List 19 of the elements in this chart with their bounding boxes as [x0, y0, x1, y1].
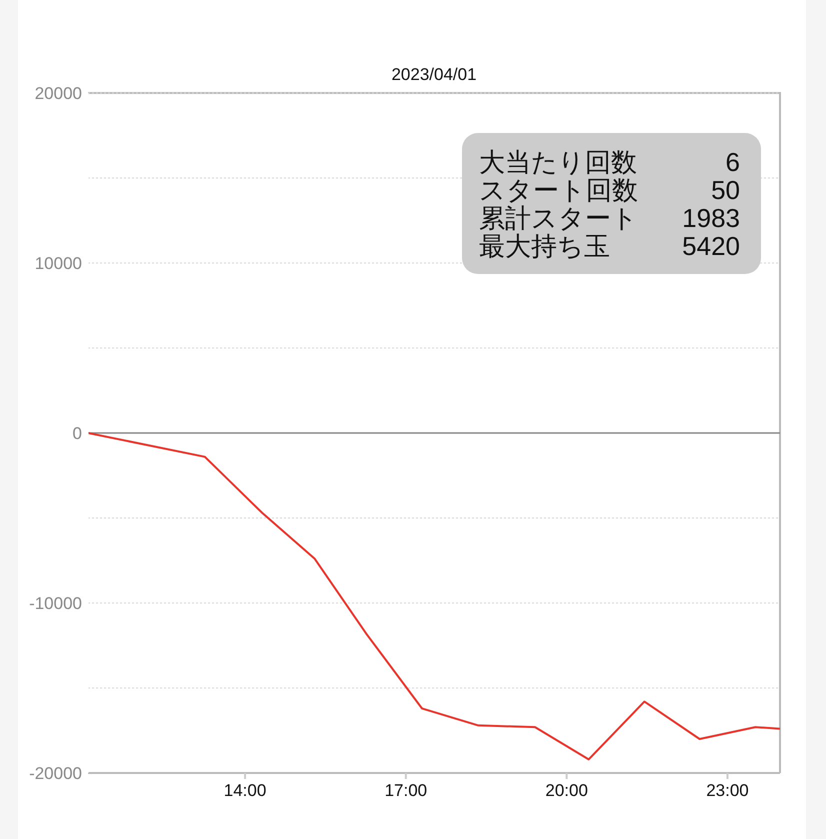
y-tick-label: -20000 [29, 764, 82, 784]
annotation: 5420 [681, 230, 740, 260]
annotation: 1983 [681, 202, 740, 232]
annotation: 大当たり回数 [479, 146, 638, 176]
y-tick-label: 20000 [34, 84, 82, 104]
x-tick-label: 17:00 [384, 781, 428, 800]
x-tick-label: 23:00 [706, 781, 749, 800]
x-tick-label: 20:00 [545, 781, 588, 800]
y-tick-label: -10000 [29, 594, 82, 614]
y-tick-label: 10000 [34, 254, 82, 274]
annotation: 6 [724, 146, 740, 176]
annotation: 最大持ち玉 [479, 230, 611, 260]
annotation: スタート回数 [479, 174, 638, 204]
y-tick-label: 0 [72, 424, 82, 444]
line-series [88, 432, 780, 760]
x-tick-label: 14:00 [224, 781, 266, 800]
chart-title: 2023/04/01 [390, 65, 478, 85]
annotation: 50 [710, 174, 740, 204]
annotation: 累計スタート [479, 202, 638, 232]
